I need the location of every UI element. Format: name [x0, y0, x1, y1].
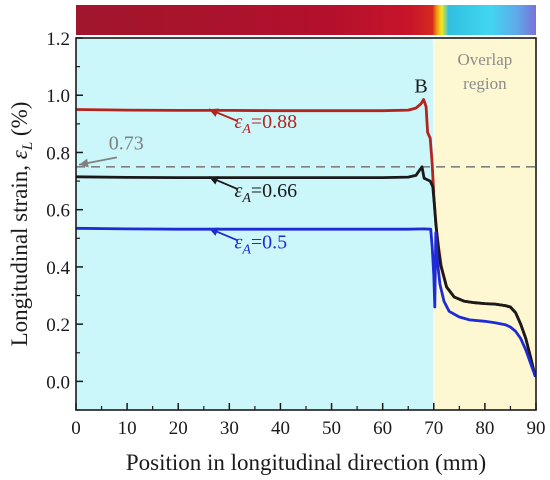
- x-tick-label: 0: [71, 418, 81, 439]
- series-line-1: [76, 165, 536, 378]
- x-tick-label: 90: [527, 418, 546, 439]
- y-tick-label: 0.8: [46, 143, 70, 164]
- y-tick-label: 1.0: [46, 86, 70, 107]
- point-b-label: B: [414, 75, 427, 97]
- series-label-arrow-0-head: [208, 108, 219, 117]
- annotations: εA=0.88 εA=0.66 εA=0.5 0.73 B: [78, 75, 428, 257]
- y-tick-label: 0.2: [46, 315, 70, 336]
- x-tick-label: 20: [169, 418, 188, 439]
- overlap-region-label-line2: region: [463, 74, 507, 93]
- series-label-1: εA=0.66: [234, 180, 297, 206]
- x-tick-label: 40: [271, 418, 290, 439]
- y-tick-label: 0.0: [46, 372, 70, 393]
- reference-label-arrow-head: [79, 158, 89, 168]
- y-tick-label: 0.6: [46, 201, 70, 222]
- reference-label: 0.73: [109, 133, 144, 155]
- x-tick-label: 50: [322, 418, 341, 439]
- series-line-2: [76, 226, 536, 378]
- x-tick-label: 30: [220, 418, 239, 439]
- overlap-region-label-line1: Overlap: [458, 50, 513, 69]
- y-axis: 0.0 0.2 0.4 0.6 0.8 1.0 1.2: [46, 29, 83, 411]
- y-axis-title: Longitudinal strain, εL (%): [7, 102, 36, 347]
- left-region: [76, 38, 434, 410]
- y-tick-label: 1.2: [46, 29, 70, 50]
- regions: Overlap region: [76, 38, 536, 410]
- series-label-2: εA=0.5: [234, 231, 287, 257]
- series-label-arrow-1-head: [208, 176, 219, 185]
- y-tick-label: 0.4: [46, 258, 70, 279]
- x-tick-label: 70: [424, 418, 443, 439]
- x-tick-label: 80: [475, 418, 494, 439]
- series-group: [76, 98, 536, 378]
- x-axis: 0 10 20 30 40 50 60 70 80 90: [71, 403, 546, 439]
- overlap-region: [433, 38, 536, 410]
- series-label-arrow-2-head: [208, 227, 219, 236]
- x-tick-label: 60: [373, 418, 392, 439]
- x-axis-title: Position in longitudinal direction (mm): [126, 450, 486, 475]
- strain-contour-strip: [76, 5, 536, 35]
- x-tick-label: 10: [118, 418, 137, 439]
- series-label-0: εA=0.88: [234, 111, 297, 137]
